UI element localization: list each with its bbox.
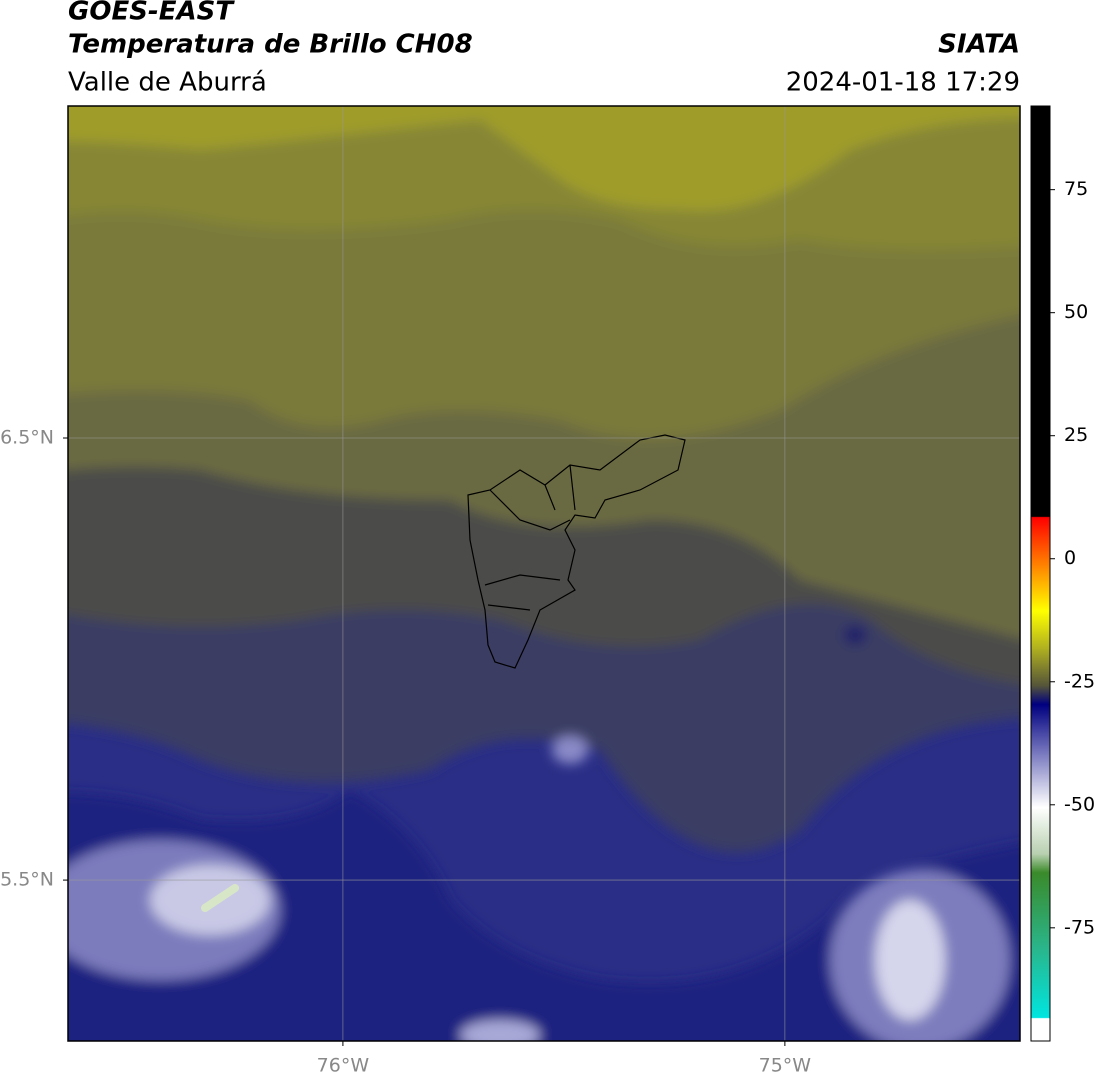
- x-tick-label: 75°W: [759, 1055, 812, 1077]
- region: Valle de Aburrá: [68, 68, 267, 98]
- y-tick-label: 5.5°N: [0, 869, 54, 891]
- subtitle: Temperatura de Brillo CH08: [68, 30, 473, 60]
- x-tick-label: 76°W: [317, 1055, 370, 1077]
- colorbar-tick-label: -50: [1064, 793, 1094, 815]
- colorbar-tick-label: -25: [1064, 670, 1094, 692]
- colorbar-tick-label: 75: [1064, 178, 1088, 200]
- colorbar-tick-label: 50: [1064, 301, 1088, 323]
- colorbar-tick-label: 25: [1064, 424, 1088, 446]
- title: GOES-EAST: [68, 0, 235, 27]
- source: SIATA: [938, 30, 1020, 60]
- colorbar-tick-label: -75: [1064, 916, 1094, 938]
- y-tick-label: 6.5°N: [0, 427, 54, 449]
- datetime: 2024-01-18 17:29: [786, 68, 1020, 98]
- map-frame: [67, 105, 1021, 1042]
- valley-outline: [467, 434, 686, 669]
- colorbar: [1030, 105, 1051, 1042]
- colorbar-tick-label: 0: [1064, 547, 1076, 569]
